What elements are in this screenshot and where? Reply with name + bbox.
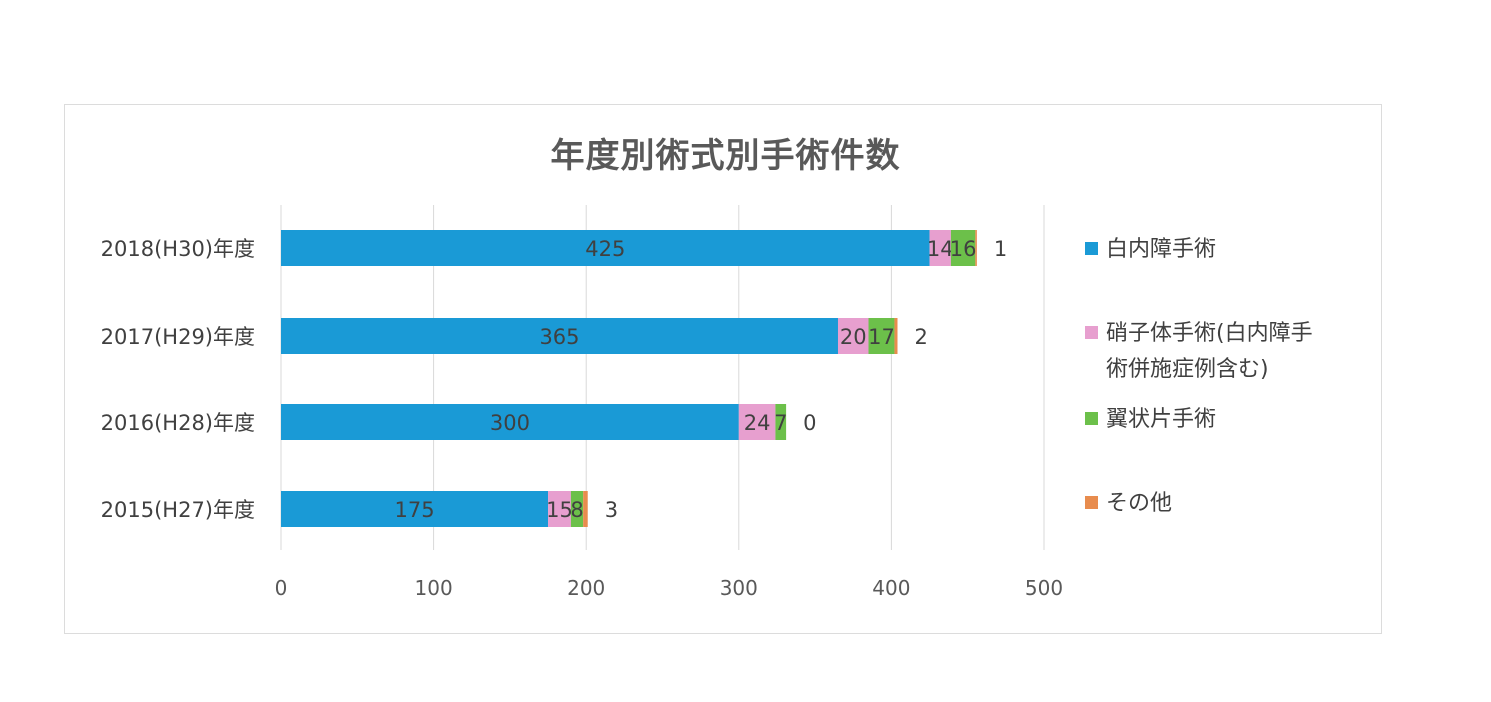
bar-segment: [775, 404, 787, 440]
bar-segment: [868, 318, 895, 354]
data-label: 175: [394, 498, 434, 522]
bar-segment: [583, 491, 588, 527]
bar-segment: [281, 318, 838, 354]
x-tick-label: 200: [567, 576, 605, 600]
bar-segment: [738, 404, 776, 440]
data-label: 8: [570, 498, 583, 522]
category-label: 2016(H28)年度: [101, 411, 255, 435]
legend-swatch: [1085, 326, 1098, 339]
legend-label: その他: [1106, 491, 1172, 516]
data-label: 17: [868, 325, 895, 349]
legend-swatch: [1085, 412, 1098, 425]
x-tick-label: 0: [275, 576, 288, 600]
chart-frame: [64, 104, 1382, 634]
data-label: 15: [546, 498, 573, 522]
x-tick-label: 500: [1025, 576, 1063, 600]
data-label: 2: [915, 325, 928, 349]
data-label: 16: [950, 237, 977, 261]
category-label: 2018(H30)年度: [101, 237, 255, 261]
data-label: 1: [994, 237, 1007, 261]
x-tick-label: 400: [872, 576, 910, 600]
bar-segment: [894, 318, 898, 354]
bar-segment: [950, 230, 976, 266]
bar-segment: [837, 318, 869, 354]
data-label: 300: [490, 411, 530, 435]
data-label: 3: [605, 498, 618, 522]
category-label: 2015(H27)年度: [101, 498, 255, 522]
bar-segment: [975, 230, 977, 266]
bar-segment: [281, 230, 930, 266]
data-label: 425: [585, 237, 625, 261]
data-label: 7: [774, 411, 787, 435]
legend-swatch: [1085, 496, 1098, 509]
bar-segment: [548, 491, 571, 527]
bar-segment: [281, 404, 739, 440]
legend-swatch: [1085, 242, 1098, 255]
chart-title: 年度別術式別手術件数: [550, 136, 901, 176]
legend-label: 硝子体手術(白内障手: [1106, 321, 1313, 346]
legend-label: 術併施症例含む): [1106, 357, 1269, 382]
data-label: 24: [744, 411, 771, 435]
data-label: 14: [927, 237, 954, 261]
legend-label: 白内障手術: [1106, 237, 1216, 262]
category-label: 2017(H29)年度: [101, 325, 255, 349]
data-label: 365: [539, 325, 579, 349]
bar-segment: [929, 230, 951, 266]
data-label: 20: [840, 325, 867, 349]
data-label: 0: [803, 411, 816, 435]
x-tick-label: 100: [415, 576, 453, 600]
bar-segment: [570, 491, 584, 527]
x-tick-label: 300: [720, 576, 758, 600]
legend-label: 翼状片手術: [1106, 407, 1216, 432]
bar-segment: [281, 491, 549, 527]
